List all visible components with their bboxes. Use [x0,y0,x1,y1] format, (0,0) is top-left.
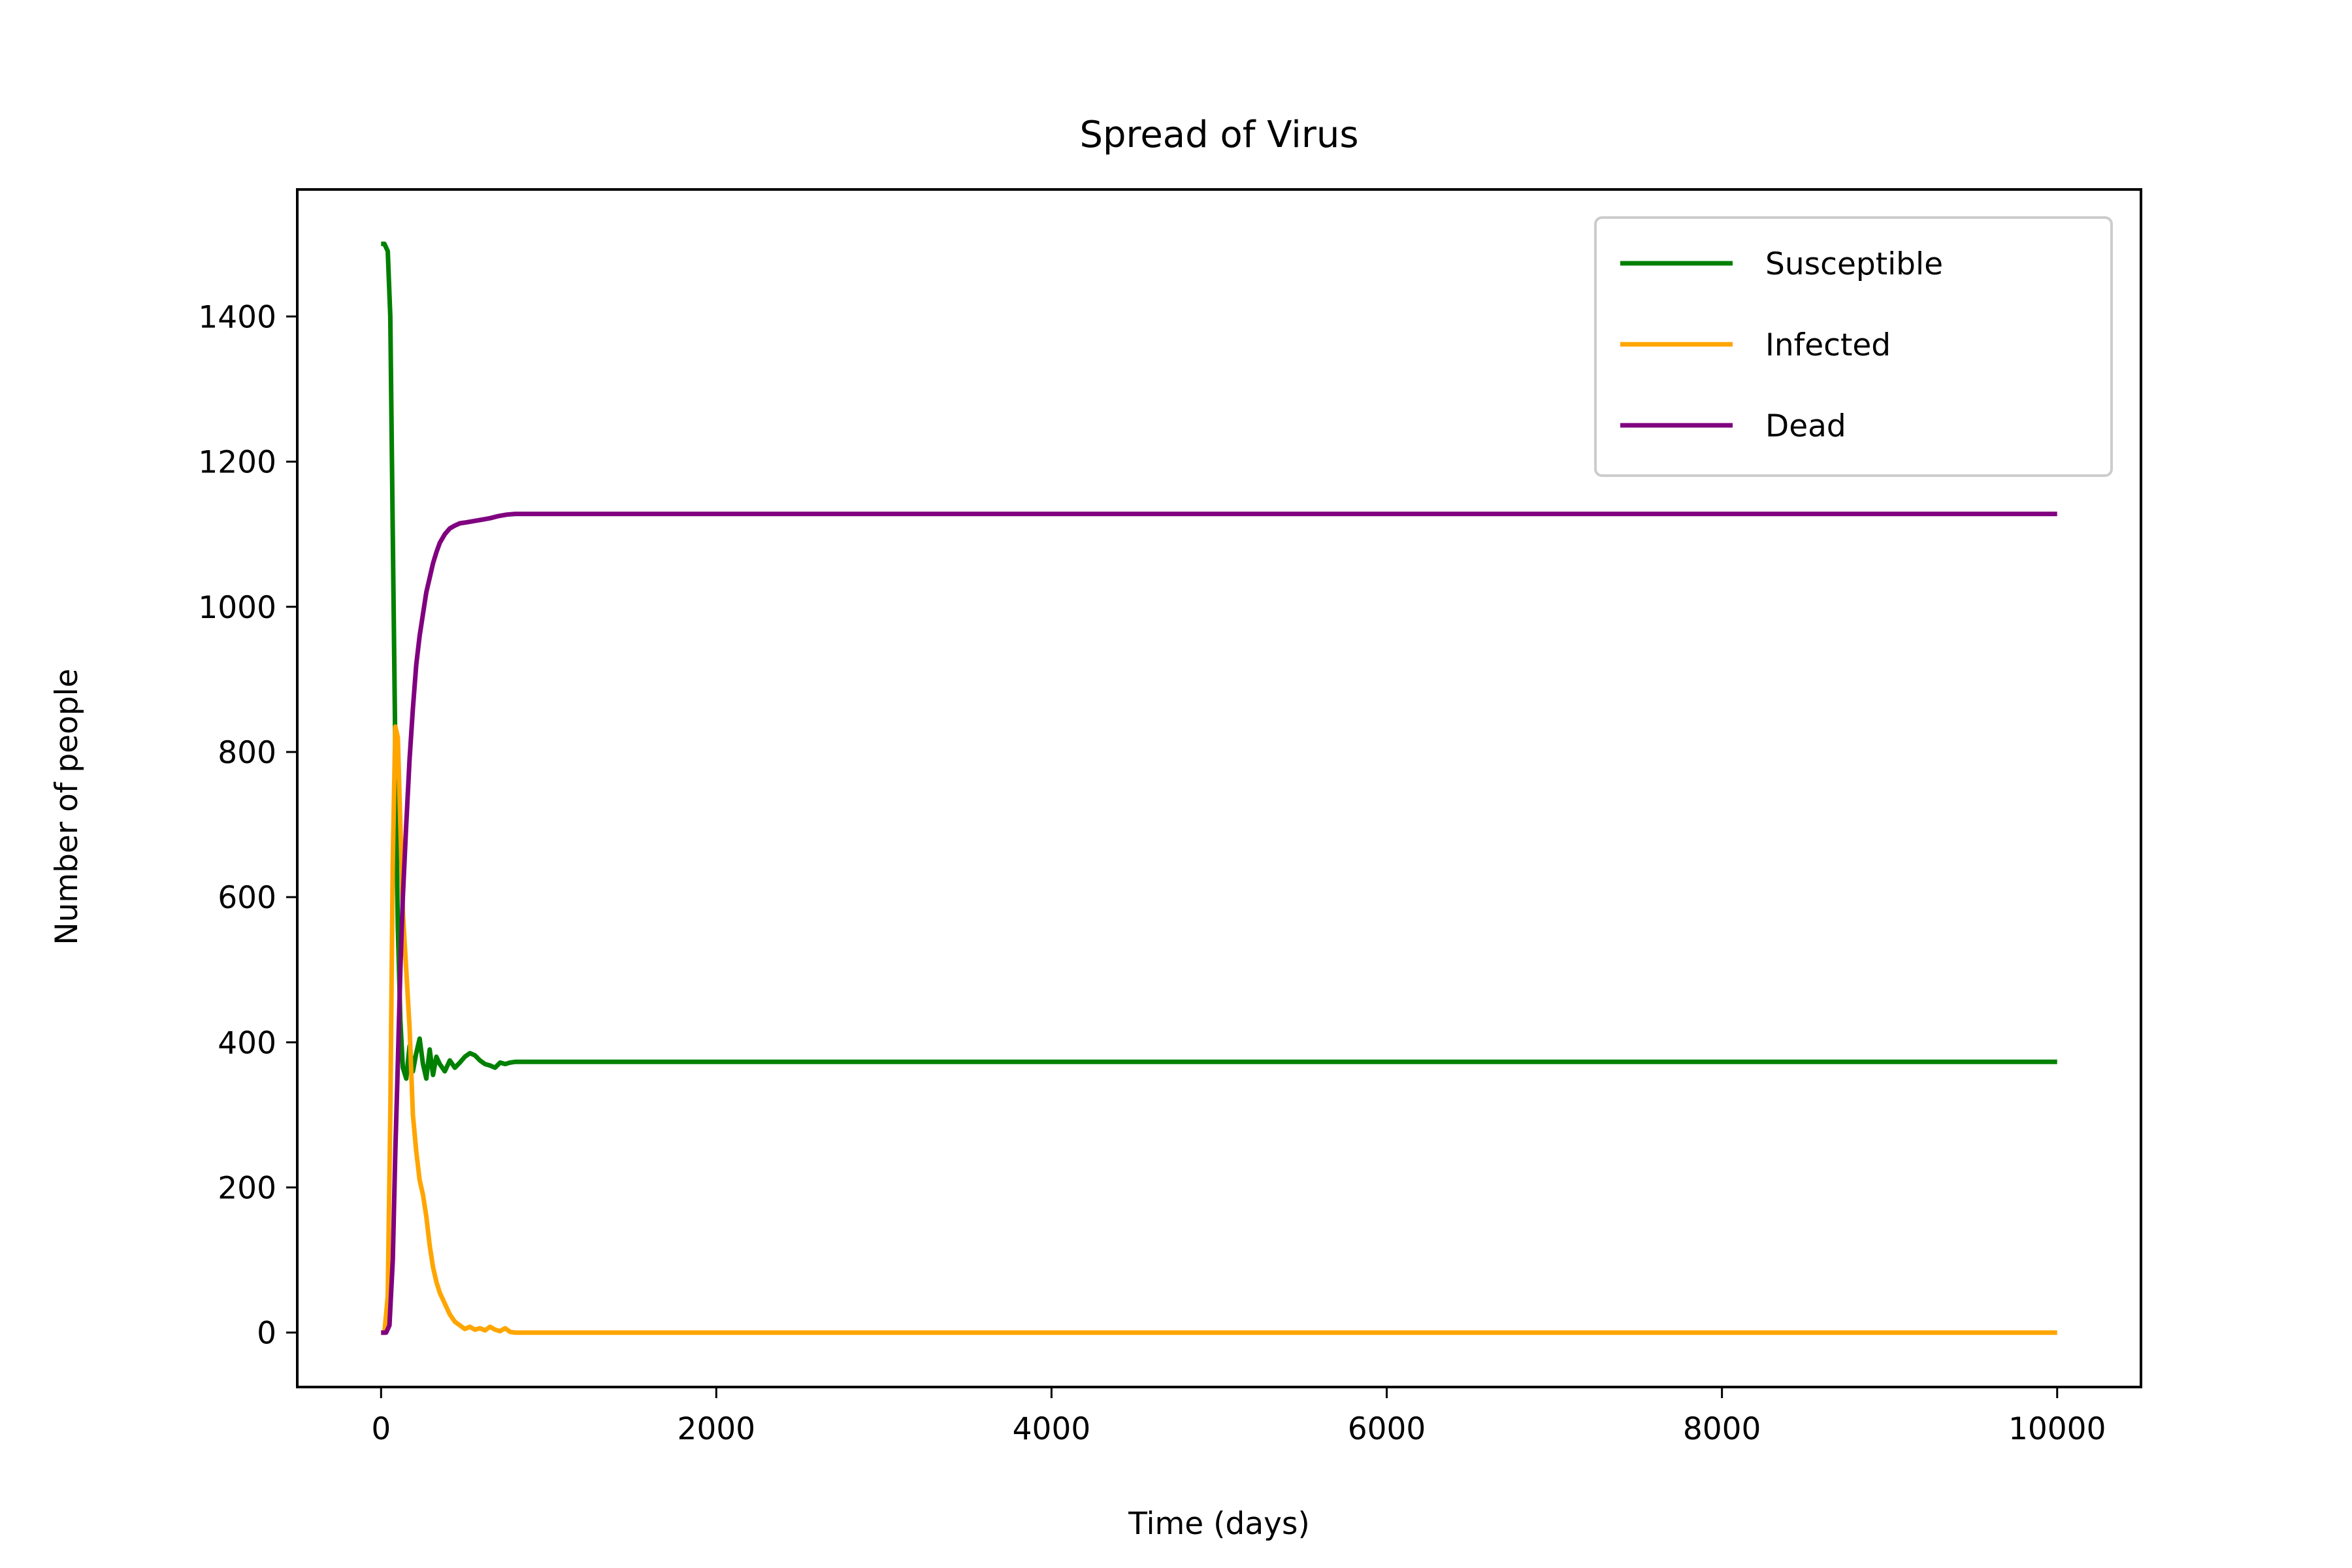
x-tick-label: 0 [371,1411,391,1447]
series-layer [381,241,2057,1335]
x-axis-label: Time (days) [1128,1506,1310,1542]
x-axis-ticks: 0 2000 4000 6000 8000 10000 [371,1387,2106,1447]
legend-label-infected: Infected [1765,327,1891,363]
x-tick-label: 8000 [1683,1411,1761,1447]
x-tick-label: 10000 [2008,1411,2106,1447]
series-line-infected [381,724,2057,1335]
legend-label-dead: Dead [1765,408,1846,444]
plot-area-frame [296,188,2142,1388]
y-tick-label: 800 [218,735,276,771]
x-tick-label: 2000 [678,1411,756,1447]
y-tick-label: 600 [218,880,276,916]
legend: Susceptible Infected Dead [1594,216,2113,477]
legend-label-susceptible: Susceptible [1765,246,1943,282]
y-axis-ticks: 0 200 400 600 800 1000 1200 1400 [198,299,297,1352]
y-axis-label: Number of people [49,668,85,945]
x-tick-label: 4000 [1013,1411,1091,1447]
chart-title: Spread of Virus [1079,114,1358,156]
y-tick-label: 400 [218,1025,276,1061]
y-tick-label: 1000 [198,590,276,626]
legend-box [1594,216,2113,477]
y-tick-label: 1400 [198,299,276,335]
series-line-dead [381,512,2057,1335]
y-tick-label: 1200 [198,445,276,481]
y-tick-label: 200 [218,1171,276,1207]
y-tick-label: 0 [257,1316,276,1352]
x-tick-label: 6000 [1348,1411,1426,1447]
